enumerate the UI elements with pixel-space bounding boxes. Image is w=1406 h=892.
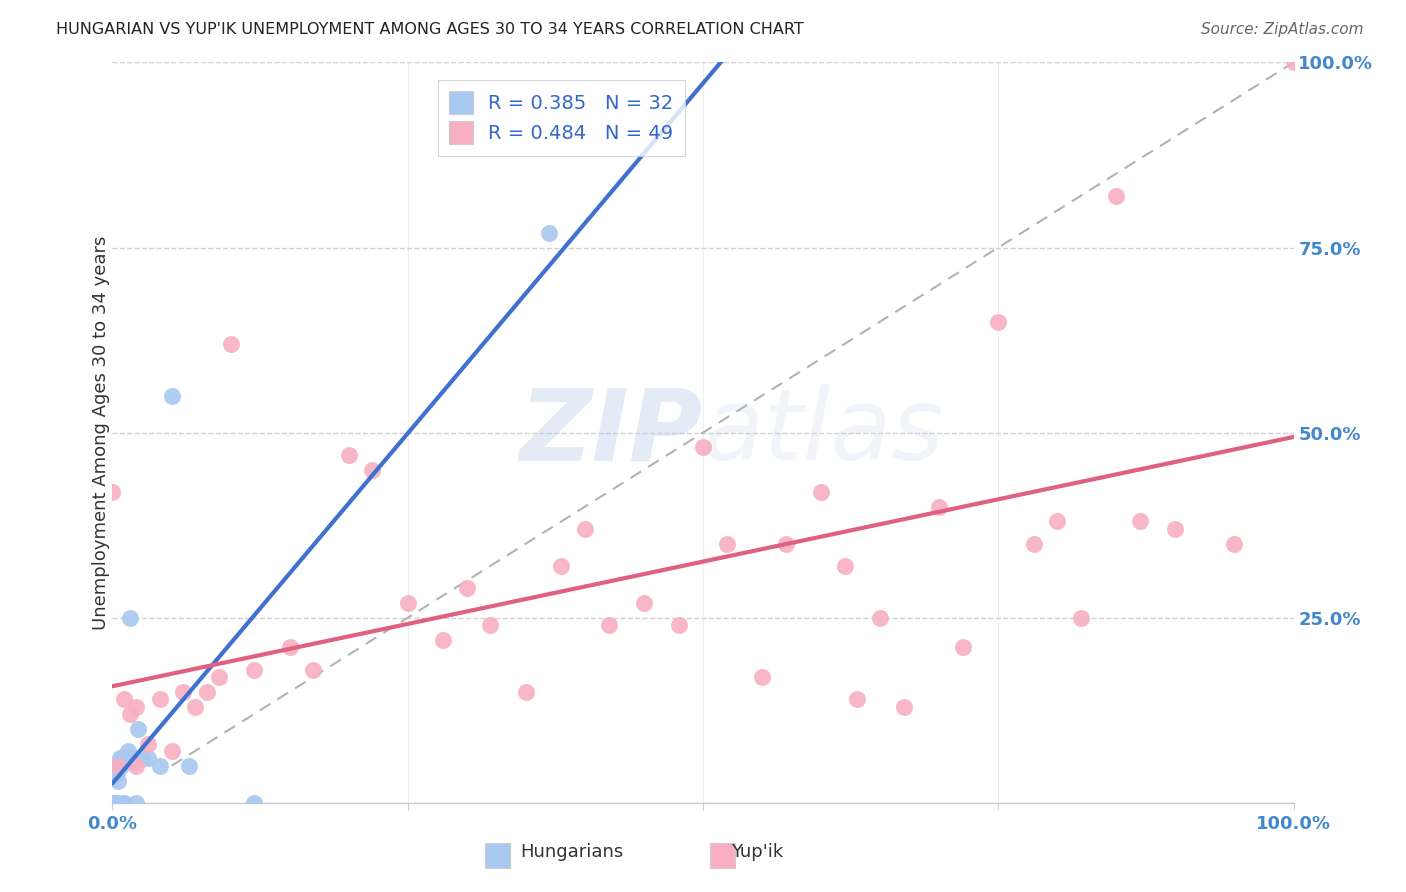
Point <box>243 663 266 677</box>
Legend: R = 0.385   N = 32, R = 0.484   N = 49: R = 0.385 N = 32, R = 0.484 N = 49 <box>437 79 685 155</box>
Point <box>108 751 131 765</box>
Point <box>952 640 974 655</box>
Point <box>928 500 950 514</box>
Point <box>515 685 537 699</box>
Point <box>101 484 124 499</box>
Point <box>179 758 201 772</box>
Point <box>112 751 135 765</box>
Point <box>125 699 148 714</box>
Point <box>432 632 454 647</box>
Point <box>107 758 129 772</box>
Point <box>810 484 832 499</box>
Point <box>125 758 148 772</box>
Point <box>396 596 419 610</box>
Point <box>893 699 915 714</box>
Point <box>456 581 478 595</box>
Point <box>107 758 129 772</box>
Point <box>103 796 125 810</box>
Point <box>110 758 132 772</box>
Text: Yup'ik: Yup'ik <box>731 843 783 861</box>
Point <box>112 796 135 810</box>
Point <box>103 796 125 810</box>
Point <box>149 758 172 772</box>
Point <box>845 692 868 706</box>
Point <box>1046 515 1069 529</box>
Point <box>834 558 856 573</box>
Text: HUNGARIAN VS YUP'IK UNEMPLOYMENT AMONG AGES 30 TO 34 YEARS CORRELATION CHART: HUNGARIAN VS YUP'IK UNEMPLOYMENT AMONG A… <box>56 22 804 37</box>
Point <box>775 536 797 550</box>
Point <box>1223 536 1246 550</box>
Point <box>479 618 502 632</box>
Point <box>574 522 596 536</box>
Point <box>105 796 128 810</box>
Point <box>131 751 153 765</box>
Text: ZIP: ZIP <box>520 384 703 481</box>
Text: Source: ZipAtlas.com: Source: ZipAtlas.com <box>1201 22 1364 37</box>
Point <box>302 663 325 677</box>
Point <box>278 640 301 655</box>
Point <box>101 796 124 810</box>
Point <box>633 596 655 610</box>
Point <box>122 755 145 769</box>
Point <box>112 692 135 706</box>
Point <box>1282 55 1305 70</box>
Point <box>751 670 773 684</box>
Point <box>361 462 384 476</box>
Point <box>337 448 360 462</box>
Point <box>105 796 128 810</box>
Point <box>149 692 172 706</box>
Point <box>1105 188 1128 202</box>
Point <box>117 744 139 758</box>
Text: atlas: atlas <box>703 384 945 481</box>
Point <box>692 441 714 455</box>
Point <box>869 610 891 624</box>
Point <box>550 558 572 573</box>
Point <box>136 737 159 751</box>
Point <box>987 314 1010 328</box>
Text: Hungarians: Hungarians <box>520 843 623 861</box>
Point <box>716 536 738 550</box>
Point <box>160 388 183 402</box>
Point <box>160 744 183 758</box>
Point <box>104 796 127 810</box>
Point <box>120 610 142 624</box>
Point <box>108 758 131 772</box>
Point <box>184 699 207 714</box>
Point <box>120 751 142 765</box>
Point <box>668 618 690 632</box>
Point <box>125 796 148 810</box>
Point <box>195 685 218 699</box>
Point <box>101 796 124 810</box>
Point <box>105 766 128 780</box>
Point <box>243 796 266 810</box>
Point <box>127 722 149 736</box>
Y-axis label: Unemployment Among Ages 30 to 34 years: Unemployment Among Ages 30 to 34 years <box>93 235 110 630</box>
Point <box>1129 515 1152 529</box>
Point <box>598 618 620 632</box>
Point <box>1022 536 1045 550</box>
Point <box>111 751 134 765</box>
Point <box>219 336 242 351</box>
Point <box>115 751 138 765</box>
Point <box>1164 522 1187 536</box>
Point <box>538 226 561 240</box>
Point <box>107 773 129 788</box>
Point <box>172 685 194 699</box>
Point <box>120 706 142 721</box>
Point <box>208 670 231 684</box>
Point <box>136 751 159 765</box>
Point <box>1070 610 1092 624</box>
Point <box>104 796 127 810</box>
Point <box>112 796 135 810</box>
